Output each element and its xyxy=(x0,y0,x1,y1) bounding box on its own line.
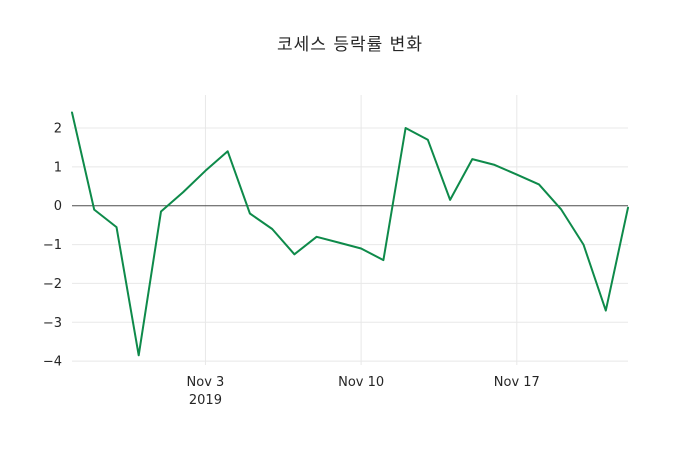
y-tick-label: −3 xyxy=(43,316,62,331)
y-tick-label: 2 xyxy=(54,122,62,137)
x-tick-sublabel: 2019 xyxy=(189,393,222,408)
y-tick-label: −2 xyxy=(43,277,62,292)
y-tick-label: 1 xyxy=(54,160,62,175)
chart-title: 코세스 등락률 변화 xyxy=(277,35,423,55)
y-tick-label: −4 xyxy=(43,355,62,370)
y-tick-label: −1 xyxy=(43,238,62,253)
x-tick-label: Nov 17 xyxy=(494,375,540,390)
x-tick-label: Nov 3 xyxy=(187,375,225,390)
x-tick-label: Nov 10 xyxy=(338,375,384,390)
y-tick-label: 0 xyxy=(54,199,62,214)
data-line xyxy=(71,111,629,357)
